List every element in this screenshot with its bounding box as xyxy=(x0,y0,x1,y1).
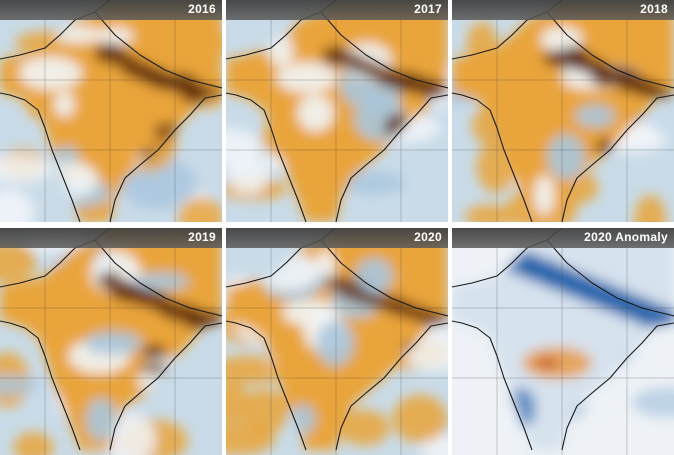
panel-label-bar: 2017 xyxy=(226,0,448,20)
panel-year-label: 2019 xyxy=(188,230,216,244)
panel-label-bar: 2020 xyxy=(226,228,448,248)
panel-year-label: 2017 xyxy=(414,2,442,16)
map-panel-2017: 2017 xyxy=(226,0,448,222)
panel-label-bar: 2016 xyxy=(0,0,222,20)
panel-year-label: 2018 xyxy=(640,2,668,16)
map-image xyxy=(452,228,674,455)
map-image xyxy=(226,0,448,222)
panel-year-label: 2020 xyxy=(414,230,442,244)
map-panel-2016: 2016 xyxy=(0,0,222,222)
panel-year-label: 2020 Anomaly xyxy=(584,230,668,244)
map-panel-2019: 2019 xyxy=(0,228,222,455)
panel-label-bar: 2019 xyxy=(0,228,222,248)
map-image xyxy=(452,0,674,222)
map-panel-2020: 2020 xyxy=(226,228,448,455)
map-image xyxy=(226,228,448,455)
map-panel-2020-anomaly: 2020 Anomaly xyxy=(452,228,674,455)
panel-year-label: 2016 xyxy=(188,2,216,16)
map-panel-2018: 2018 xyxy=(452,0,674,222)
map-image xyxy=(0,228,222,455)
panel-label-bar: 2020 Anomaly xyxy=(452,228,674,248)
map-image xyxy=(0,0,222,222)
panel-label-bar: 2018 xyxy=(452,0,674,20)
